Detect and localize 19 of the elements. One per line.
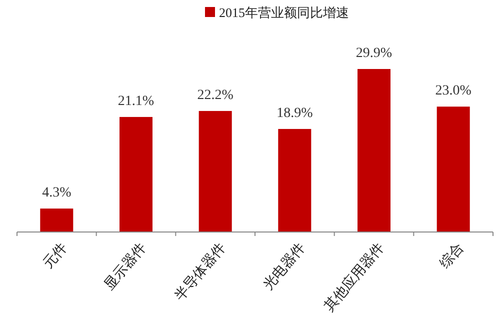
data-label: 22.2% (197, 88, 234, 103)
bar (40, 208, 74, 232)
x-tick-label: 其他应用器件 (322, 240, 388, 315)
x-tick-label: 半导体器件 (172, 240, 230, 304)
bar (278, 128, 312, 232)
data-label: 18.9% (276, 106, 314, 121)
legend-label: 2015年营业额同比增速 (219, 5, 349, 20)
x-tick-label: 光电器件 (260, 240, 308, 294)
bar (436, 106, 470, 232)
x-tick-label: 综合 (436, 240, 468, 272)
data-label: 21.1% (118, 94, 154, 109)
bar (198, 110, 232, 232)
data-label: 4.3% (42, 186, 72, 201)
bar (120, 116, 152, 232)
x-tick-label: 显示器件 (102, 240, 150, 294)
x-tick-label: 元件 (40, 240, 70, 272)
data-label: 23.0% (435, 84, 472, 99)
data-label: 29.9% (356, 46, 392, 61)
bar (358, 69, 390, 232)
